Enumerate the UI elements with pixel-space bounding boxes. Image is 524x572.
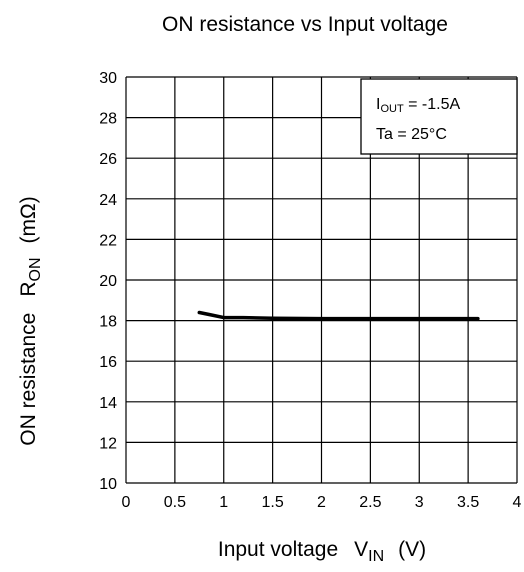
x-tick-label: 0 <box>122 494 131 511</box>
x-tick-label: 1 <box>219 494 228 511</box>
series-line <box>197 310 480 321</box>
y-tick-label: 12 <box>99 435 117 452</box>
x-axis-label-main: Input voltage <box>218 538 338 561</box>
y-tick-label: 16 <box>99 354 117 371</box>
x-axis-label: Input voltage VIN (V) <box>218 538 426 565</box>
y-tick-label: 28 <box>99 111 117 128</box>
legend-current: IOUT = -1.5A <box>376 96 460 115</box>
y-tick-label: 22 <box>99 232 117 249</box>
y-tick-label: 10 <box>99 476 117 493</box>
x-axis-label-symbol: V <box>354 538 368 561</box>
legend: IOUT = -1.5A Ta = 25°C <box>360 78 518 155</box>
x-tick-label: 0.5 <box>164 494 186 511</box>
y-tick-label: 24 <box>99 192 117 209</box>
x-axis-label-subscript: IN <box>368 548 384 565</box>
x-tick-label: 3 <box>415 494 424 511</box>
legend-current-prefix: I <box>376 96 380 113</box>
y-tick-label: 14 <box>99 395 117 412</box>
y-tick-labels: 10 12 14 16 18 20 22 24 26 28 30 <box>99 70 117 493</box>
y-tick-label: 20 <box>99 273 117 290</box>
y-axis-label-symbol: R <box>17 281 40 296</box>
y-tick-label: 26 <box>99 151 117 168</box>
y-tick-label: 30 <box>99 70 117 87</box>
legend-current-subscript: OUT <box>380 103 404 115</box>
x-tick-label: 3.5 <box>457 494 479 511</box>
x-tick-labels: 0 0.5 1 1.5 2 2.5 3 3.5 4 <box>122 494 522 511</box>
x-tick-label: 1.5 <box>262 494 284 511</box>
y-axis-label-unit: (mΩ) <box>17 196 40 243</box>
y-axis-label-subscript: ON <box>27 257 44 281</box>
y-tick-label: 18 <box>99 314 117 331</box>
legend-temperature: Ta = 25°C <box>376 126 447 143</box>
x-axis-label-unit: (V) <box>398 538 426 561</box>
x-tick-label: 2.5 <box>359 494 381 511</box>
x-tick-label: 4 <box>513 494 522 511</box>
chart-title: ON resistance vs Input voltage <box>162 13 448 36</box>
x-tick-label: 2 <box>317 494 326 511</box>
y-axis-label: ON resistance RON (mΩ) <box>17 196 44 445</box>
legend-frame <box>360 78 518 155</box>
y-axis-label-main: ON resistance <box>17 313 40 446</box>
legend-current-value: = -1.5A <box>404 96 461 113</box>
series-layer <box>197 310 480 321</box>
